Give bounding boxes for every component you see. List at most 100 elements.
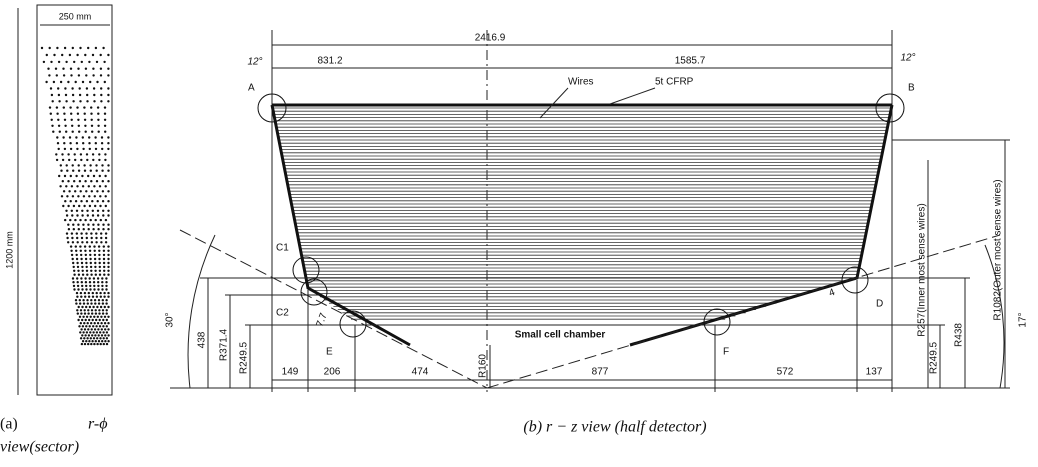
wire-dot bbox=[81, 318, 84, 322]
wire-dot bbox=[80, 295, 83, 298]
wire-dot bbox=[98, 249, 101, 252]
wire-dot bbox=[73, 153, 76, 156]
wire-dot bbox=[77, 305, 80, 309]
wire-dot bbox=[104, 232, 108, 235]
wire-dot bbox=[93, 322, 96, 325]
wire-dot bbox=[68, 136, 72, 139]
wire-dot bbox=[77, 74, 81, 77]
wire-dot bbox=[89, 80, 92, 84]
wire-dot bbox=[85, 340, 88, 343]
wire-dot bbox=[86, 337, 89, 340]
wire-dot bbox=[77, 223, 80, 226]
wire-dot bbox=[96, 322, 100, 325]
wire-dot bbox=[60, 169, 63, 172]
wire-dot bbox=[107, 136, 110, 139]
wire-dot bbox=[103, 124, 107, 128]
wire-dot bbox=[90, 180, 93, 183]
wire-dot bbox=[92, 158, 95, 162]
wire-dot bbox=[77, 288, 80, 291]
wire-dot bbox=[65, 209, 68, 212]
wire-dot bbox=[88, 136, 91, 139]
wire-dot bbox=[77, 164, 80, 167]
wire-dot bbox=[72, 223, 75, 226]
wire-dot bbox=[80, 261, 84, 265]
wire-dot bbox=[105, 331, 109, 334]
wire-dot bbox=[83, 291, 87, 295]
cfrp-label: 5t CFRP bbox=[655, 77, 694, 88]
wire-dot bbox=[103, 322, 107, 325]
wire-dot bbox=[103, 291, 106, 295]
wire-dot bbox=[102, 214, 105, 217]
wire-dot bbox=[63, 46, 67, 50]
wire-dot bbox=[84, 334, 87, 337]
wire-dot bbox=[97, 223, 100, 226]
wire-dot bbox=[87, 334, 91, 337]
wire-dot bbox=[72, 100, 75, 103]
wire-dot bbox=[76, 53, 79, 57]
wire-dot bbox=[103, 106, 107, 109]
panel-b: 2416.9 831.2 1585.7 12° 12° A B C1 C2 D … bbox=[165, 30, 1029, 436]
wire-dot bbox=[105, 284, 108, 288]
wire-dot bbox=[94, 218, 97, 222]
wire-dot bbox=[77, 228, 81, 231]
wire-dot bbox=[69, 67, 73, 70]
wire-dot bbox=[104, 185, 107, 188]
wire-dot bbox=[42, 60, 46, 64]
wire-dot bbox=[71, 46, 75, 50]
wire-dot bbox=[98, 174, 102, 178]
wire-dot bbox=[96, 106, 100, 109]
wire-dot bbox=[50, 93, 54, 97]
wire-dot bbox=[107, 253, 110, 257]
wire-dot bbox=[78, 130, 81, 133]
wire-dot bbox=[75, 232, 79, 235]
wire-dot bbox=[102, 342, 106, 346]
wire-dot bbox=[98, 312, 101, 315]
wire-dot bbox=[96, 80, 99, 84]
wire-dot bbox=[100, 236, 103, 240]
wire-dot bbox=[76, 295, 79, 298]
wire-dot bbox=[84, 281, 88, 284]
wire-dot bbox=[50, 60, 53, 64]
wire-dot bbox=[80, 342, 84, 346]
wire-dot bbox=[92, 67, 95, 70]
wire-dot bbox=[85, 331, 89, 334]
wire-dot bbox=[57, 93, 61, 97]
wire-dot bbox=[107, 209, 110, 212]
wire-dot bbox=[99, 305, 103, 309]
wire-dot bbox=[52, 130, 55, 133]
wire-dot bbox=[83, 164, 86, 167]
wire-dot bbox=[83, 112, 86, 115]
wire-dot bbox=[82, 223, 85, 226]
wire-dot bbox=[83, 309, 86, 312]
wire-dot bbox=[86, 209, 89, 212]
wire-dot bbox=[86, 299, 89, 302]
wire-dot bbox=[85, 74, 88, 77]
dim-label: R257(Inner most sense wires) bbox=[917, 203, 928, 336]
dim-label: 206 bbox=[324, 367, 341, 378]
wire-dot bbox=[72, 284, 76, 288]
dim-label: 1585.7 bbox=[675, 56, 706, 67]
wire-dot bbox=[55, 106, 59, 109]
wire-dot bbox=[107, 261, 110, 265]
wire-dot bbox=[78, 180, 82, 183]
wire-dot bbox=[64, 87, 67, 90]
wire-dot bbox=[98, 325, 102, 328]
wire-dot bbox=[61, 153, 64, 156]
wire-dot bbox=[75, 174, 78, 178]
wire-dot bbox=[94, 261, 97, 265]
wire-dot bbox=[83, 312, 87, 315]
dim-label: R1082(Outer most sense wires) bbox=[993, 179, 1004, 320]
wire-dot bbox=[94, 265, 97, 269]
wire-dot bbox=[73, 273, 76, 276]
wire-dot bbox=[80, 232, 83, 235]
wire-dot bbox=[84, 257, 88, 261]
wire-dot bbox=[62, 136, 65, 139]
wire-dot bbox=[80, 253, 83, 257]
wire-dot bbox=[85, 305, 88, 309]
thickness-label: 4 bbox=[828, 287, 837, 299]
wire-dot bbox=[99, 342, 102, 346]
wire-dot bbox=[103, 118, 107, 122]
wire-dot bbox=[98, 265, 102, 269]
wire-dot bbox=[76, 281, 79, 284]
wire-dot bbox=[58, 174, 61, 178]
